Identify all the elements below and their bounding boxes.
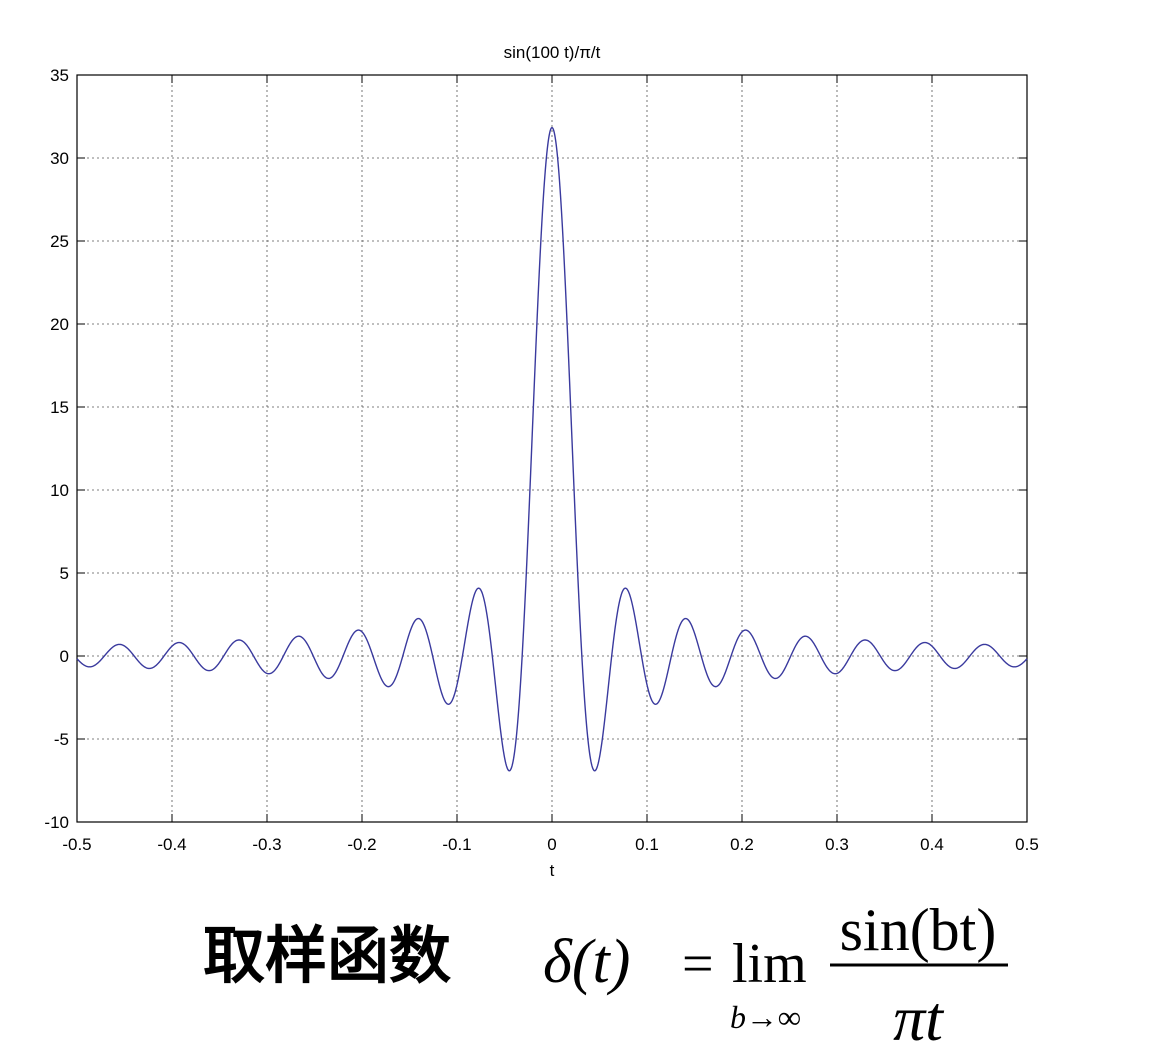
y-tick-label: 0 <box>60 647 69 666</box>
series-line-sinc <box>76 126 1028 772</box>
plot-frame <box>76 74 1028 823</box>
chart-container: sin(100 t)/π/t -0.5 -0.4 -0.3 -0.2 -0.1 0 0.1 0… <box>44 43 1038 880</box>
x-tick-label: -0.3 <box>252 835 281 854</box>
axis-ticks <box>76 74 1028 823</box>
x-tick-label: 0.2 <box>730 835 754 854</box>
y-tick-labels: -10 -5 0 5 10 15 20 25 30 35 <box>44 66 69 832</box>
x-tick-label: -0.5 <box>62 835 91 854</box>
x-tick-label: -0.4 <box>157 835 186 854</box>
chart-title: sin(100 t)/π/t <box>504 43 601 62</box>
y-tick-label: 30 <box>50 149 69 168</box>
y-tick-label: 15 <box>50 398 69 417</box>
y-tick-label: 25 <box>50 232 69 251</box>
y-tick-label: -10 <box>44 813 69 832</box>
caption-label: 取样函数 <box>203 919 452 992</box>
x-axis-label: t <box>550 861 555 880</box>
y-tick-label: 10 <box>50 481 69 500</box>
y-tick-label: 20 <box>50 315 69 334</box>
x-tick-label: 0.1 <box>635 835 659 854</box>
grid-lines <box>77 75 1027 822</box>
x-tick-label: 0 <box>547 835 556 854</box>
y-tick-label: 5 <box>60 564 69 583</box>
x-tick-label: -0.1 <box>442 835 471 854</box>
x-tick-label: 0.5 <box>1015 835 1039 854</box>
x-tick-label: 0.4 <box>920 835 944 854</box>
sinc-chart: sin(100 t)/π/t -0.5 -0.4 -0.3 -0.2 -0.1 0 0.1 0… <box>44 43 1038 880</box>
x-tick-label: 0.3 <box>825 835 849 854</box>
y-tick-label: 35 <box>50 66 69 85</box>
x-tick-label: -0.2 <box>347 835 376 854</box>
y-tick-label: -5 <box>54 730 69 749</box>
caption-area <box>0 880 1164 1054</box>
x-tick-labels: -0.5 -0.4 -0.3 -0.2 -0.1 0 0.1 0.2 0.3 0.4 0.5 <box>62 835 1038 854</box>
